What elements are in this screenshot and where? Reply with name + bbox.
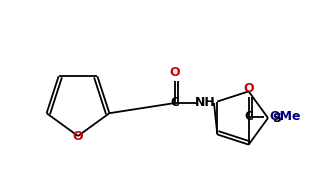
- Text: S: S: [272, 111, 281, 125]
- Text: C: C: [171, 96, 179, 110]
- Text: O: O: [170, 66, 180, 79]
- Text: C: C: [244, 110, 253, 123]
- Text: NH: NH: [195, 96, 216, 110]
- Text: OMe: OMe: [269, 110, 300, 123]
- Text: O: O: [73, 129, 83, 142]
- Text: O: O: [243, 82, 254, 95]
